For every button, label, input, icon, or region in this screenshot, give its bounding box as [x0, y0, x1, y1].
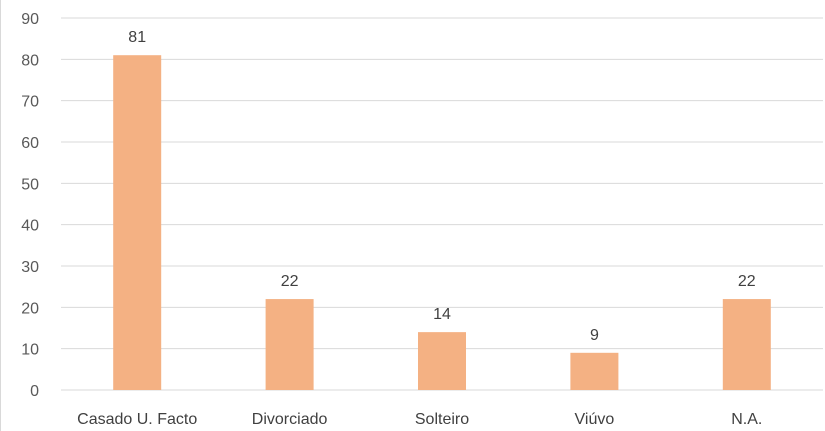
data-label: 22 [738, 273, 756, 290]
x-tick-label: Solteiro [415, 411, 469, 428]
bars [113, 55, 771, 390]
data-label: 9 [590, 327, 599, 344]
x-tick-label: Divorciado [252, 411, 328, 428]
y-tick-label: 20 [21, 300, 39, 317]
y-tick-label: 10 [21, 342, 39, 359]
y-tick-label: 80 [21, 52, 39, 69]
y-tick-label: 0 [30, 383, 39, 400]
x-tick-label: N.A. [731, 411, 762, 428]
bar [113, 55, 162, 390]
y-axis: 0 10 20 30 40 50 60 70 80 90 [21, 11, 39, 400]
y-tick-label: 90 [21, 11, 39, 28]
bar [570, 352, 619, 390]
data-label: 14 [433, 306, 451, 323]
y-tick-label: 60 [21, 135, 39, 152]
x-tick-label: Casado U. Facto [77, 411, 197, 428]
bar [265, 299, 314, 390]
bar [722, 299, 771, 390]
data-labels: 81 22 14 9 22 [128, 29, 755, 344]
x-axis: Casado U. Facto Divorciado Solteiro Viúvo N.… [77, 411, 762, 428]
data-label: 81 [128, 29, 146, 46]
y-tick-label: 30 [21, 259, 39, 276]
y-tick-label: 40 [21, 218, 39, 235]
y-tick-label: 50 [21, 176, 39, 193]
bar [418, 332, 466, 390]
gridlines [61, 17, 823, 391]
x-tick-label: Viúvo [575, 411, 615, 428]
y-tick-label: 70 [21, 94, 39, 111]
data-label: 22 [281, 273, 299, 290]
